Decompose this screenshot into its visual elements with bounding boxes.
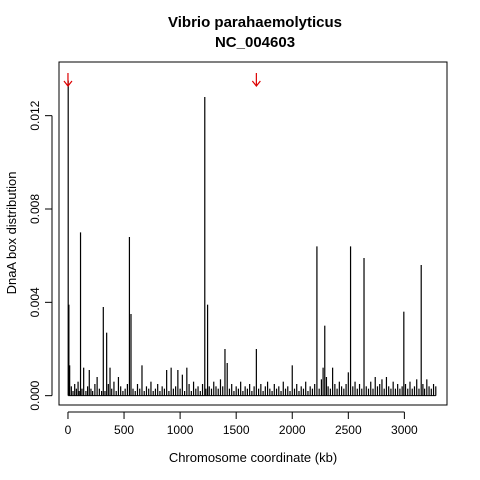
x-axis: 0 500 1000 1500 2000 2500 3000 bbox=[65, 411, 418, 437]
x-tick-label: 3000 bbox=[391, 423, 418, 437]
markers-group bbox=[63, 73, 261, 87]
x-tick-label: 1000 bbox=[167, 423, 194, 437]
bars-group bbox=[67, 80, 437, 397]
chart-subtitle: NC_004603 bbox=[215, 34, 295, 51]
x-axis-label: Chromosome coordinate (kb) bbox=[169, 450, 337, 465]
y-tick-label: 0.004 bbox=[28, 287, 42, 317]
origin-arrow-marker bbox=[251, 73, 261, 87]
y-axis: 0.000 0.004 0.008 0.012 bbox=[28, 100, 53, 411]
x-tick-label: 2500 bbox=[335, 423, 362, 437]
y-tick-label: 0.000 bbox=[28, 380, 42, 410]
x-tick-label: 1500 bbox=[223, 423, 250, 437]
x-tick-label: 0 bbox=[65, 423, 72, 437]
chart-title: Vibrio parahaemolyticus bbox=[168, 14, 342, 31]
plot-frame bbox=[58, 61, 448, 406]
y-axis-label: DnaA box distribution bbox=[4, 172, 19, 295]
x-tick-label: 500 bbox=[114, 423, 134, 437]
y-tick-label: 0.008 bbox=[28, 194, 42, 224]
y-tick-label: 0.012 bbox=[28, 100, 42, 130]
origin-arrow-marker bbox=[63, 73, 73, 87]
x-tick-label: 2000 bbox=[279, 423, 306, 437]
